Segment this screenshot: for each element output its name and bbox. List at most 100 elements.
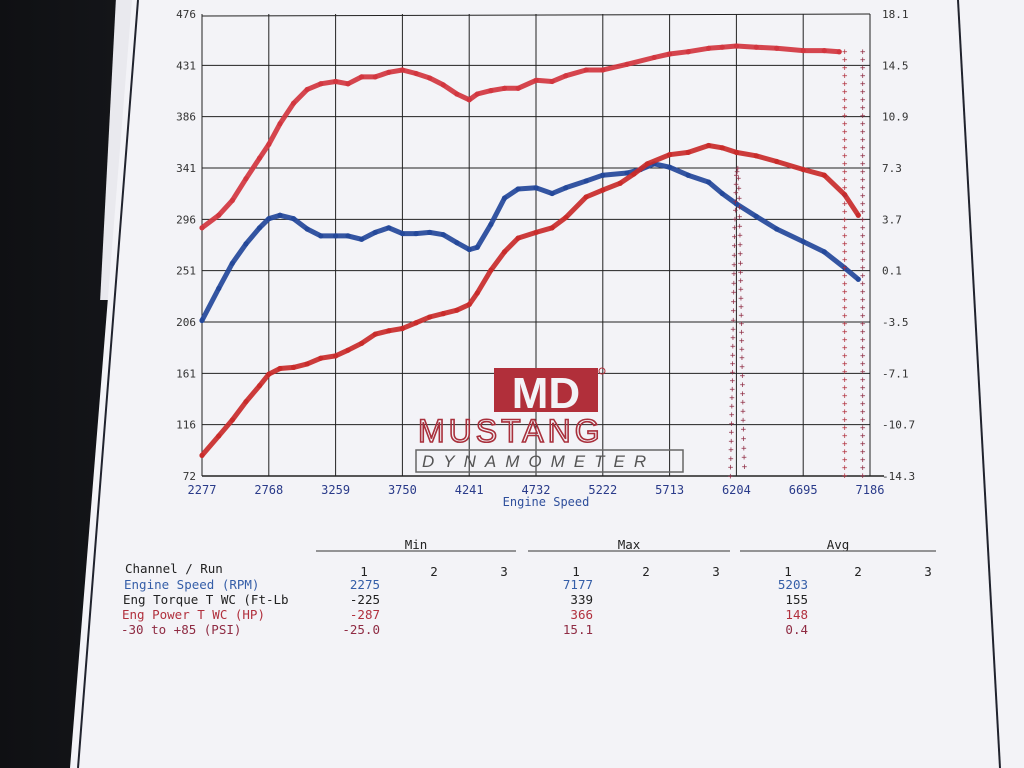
y-right-tick-label: 3.7 — [882, 213, 902, 226]
y-left-tick-label: 251 — [176, 265, 196, 278]
y-left-tick-label: 206 — [176, 316, 196, 329]
series-point — [427, 75, 433, 81]
drop-marker: + — [860, 440, 866, 450]
series-point — [399, 67, 406, 73]
psi-marker: + — [733, 180, 739, 190]
table-group-header: Min — [405, 537, 428, 552]
psi-marker: + — [733, 197, 739, 207]
drop-marker: + — [860, 288, 866, 298]
drop-marker: + — [842, 48, 848, 58]
drop-marker: + — [860, 232, 866, 242]
psi-marker: + — [729, 394, 735, 404]
drop-marker: + — [860, 400, 866, 410]
series-point — [454, 91, 460, 97]
table-group-header: Avg — [827, 537, 850, 552]
drop-marker: + — [842, 144, 848, 154]
psi-marker: + — [738, 302, 744, 312]
y-right-tick-label: -3.5 — [882, 316, 909, 329]
drop-marker: + — [860, 168, 866, 178]
y-right-tick-label: -10.7 — [882, 419, 915, 432]
psi-marker: + — [729, 402, 735, 412]
psi-marker: + — [741, 453, 747, 463]
table-channel-header: Channel / Run — [125, 561, 223, 576]
y-left-tick-label: 431 — [176, 59, 196, 72]
table-row-label: Eng Power T WC (HP) — [122, 607, 265, 622]
drop-marker: + — [842, 464, 848, 474]
printout-drawing: 476 18.1 431 14.5 386 10.9 341 7.3 296 3.7 251 0.1 2… — [70, 0, 1024, 768]
table-run-header: 2 — [642, 564, 650, 579]
series-point — [277, 365, 283, 372]
table-run-header: 3 — [924, 564, 932, 579]
series-point — [277, 212, 283, 218]
series-point — [345, 233, 351, 239]
drop-marker: + — [842, 168, 848, 178]
series-point — [466, 246, 472, 253]
drop-marker: + — [842, 240, 848, 250]
drop-marker: + — [860, 224, 866, 234]
series-point — [304, 86, 310, 93]
series-point — [666, 152, 673, 158]
table-run-header: 2 — [854, 564, 862, 579]
series-point — [277, 121, 283, 127]
psi-marker: + — [729, 411, 735, 421]
drop-marker: + — [842, 88, 848, 98]
psi-marker: + — [734, 168, 740, 178]
logo-md-block — [494, 368, 598, 412]
dyno-printout-sheet: 476 18.1 431 14.5 386 10.9 341 7.3 296 3.7 251 0.1 2… — [40, 0, 1024, 768]
chart-grid: 476 18.1 431 14.5 386 10.9 341 7.3 296 3.7 251 0.1 2… — [176, 8, 915, 497]
psi-marker: + — [730, 376, 736, 386]
x-tick-label: 5713 — [655, 483, 684, 497]
series-point — [386, 225, 392, 231]
drop-marker: + — [842, 472, 848, 482]
drop-marker: + — [842, 392, 848, 402]
series-point — [533, 229, 539, 236]
series-point — [399, 325, 406, 332]
paper-right-border — [957, 0, 1001, 768]
drop-marker: + — [842, 56, 848, 66]
y-right-tick-label: 10.9 — [882, 111, 909, 124]
table-max-value: 366 — [570, 607, 593, 622]
drop-marker: + — [842, 440, 848, 450]
psi-marker: + — [728, 454, 734, 464]
logo-dynamometer-text: DYNAMOMETER — [422, 452, 655, 471]
series-point — [372, 331, 378, 337]
psi-marker: + — [731, 279, 737, 289]
drop-marker: + — [860, 432, 866, 442]
series-point — [440, 232, 446, 238]
psi-marker: + — [731, 297, 737, 307]
drop-marker: + — [842, 96, 848, 106]
table-avg-value: 155 — [785, 592, 808, 607]
psi-marker: + — [740, 380, 746, 390]
series-point — [515, 186, 521, 192]
drop-marker: + — [860, 344, 866, 354]
drop-marker: + — [860, 208, 866, 218]
series-point — [549, 190, 555, 197]
series-line — [199, 161, 861, 323]
series-point — [501, 195, 508, 201]
y-left-tick-label: 296 — [176, 213, 196, 226]
series-point — [753, 213, 759, 220]
series-point — [821, 47, 827, 54]
psi-marker: + — [736, 184, 742, 194]
x-tick-label: 2277 — [188, 483, 217, 497]
drop-marker: + — [842, 344, 848, 354]
table-min-value: 2275 — [350, 577, 380, 592]
drop-marker: + — [860, 64, 866, 74]
series-point — [733, 201, 739, 207]
psi-marker: + — [729, 385, 735, 395]
drop-marker: + — [842, 320, 848, 330]
psi-marker: + — [738, 268, 744, 278]
table-min-value: -287 — [350, 607, 380, 622]
series-point — [855, 276, 861, 282]
drop-marker: + — [842, 72, 848, 82]
y-left-tick-label: 161 — [176, 367, 196, 380]
psi-marker: + — [739, 328, 745, 338]
drop-marker: + — [842, 304, 848, 314]
y-left-tick-label: 116 — [176, 419, 196, 432]
series-point — [533, 185, 539, 191]
series-point — [800, 166, 806, 173]
psi-marker: + — [728, 472, 734, 482]
drop-marker: + — [842, 208, 848, 218]
psi-marker: + — [732, 224, 738, 234]
drop-marker: + — [842, 160, 848, 170]
